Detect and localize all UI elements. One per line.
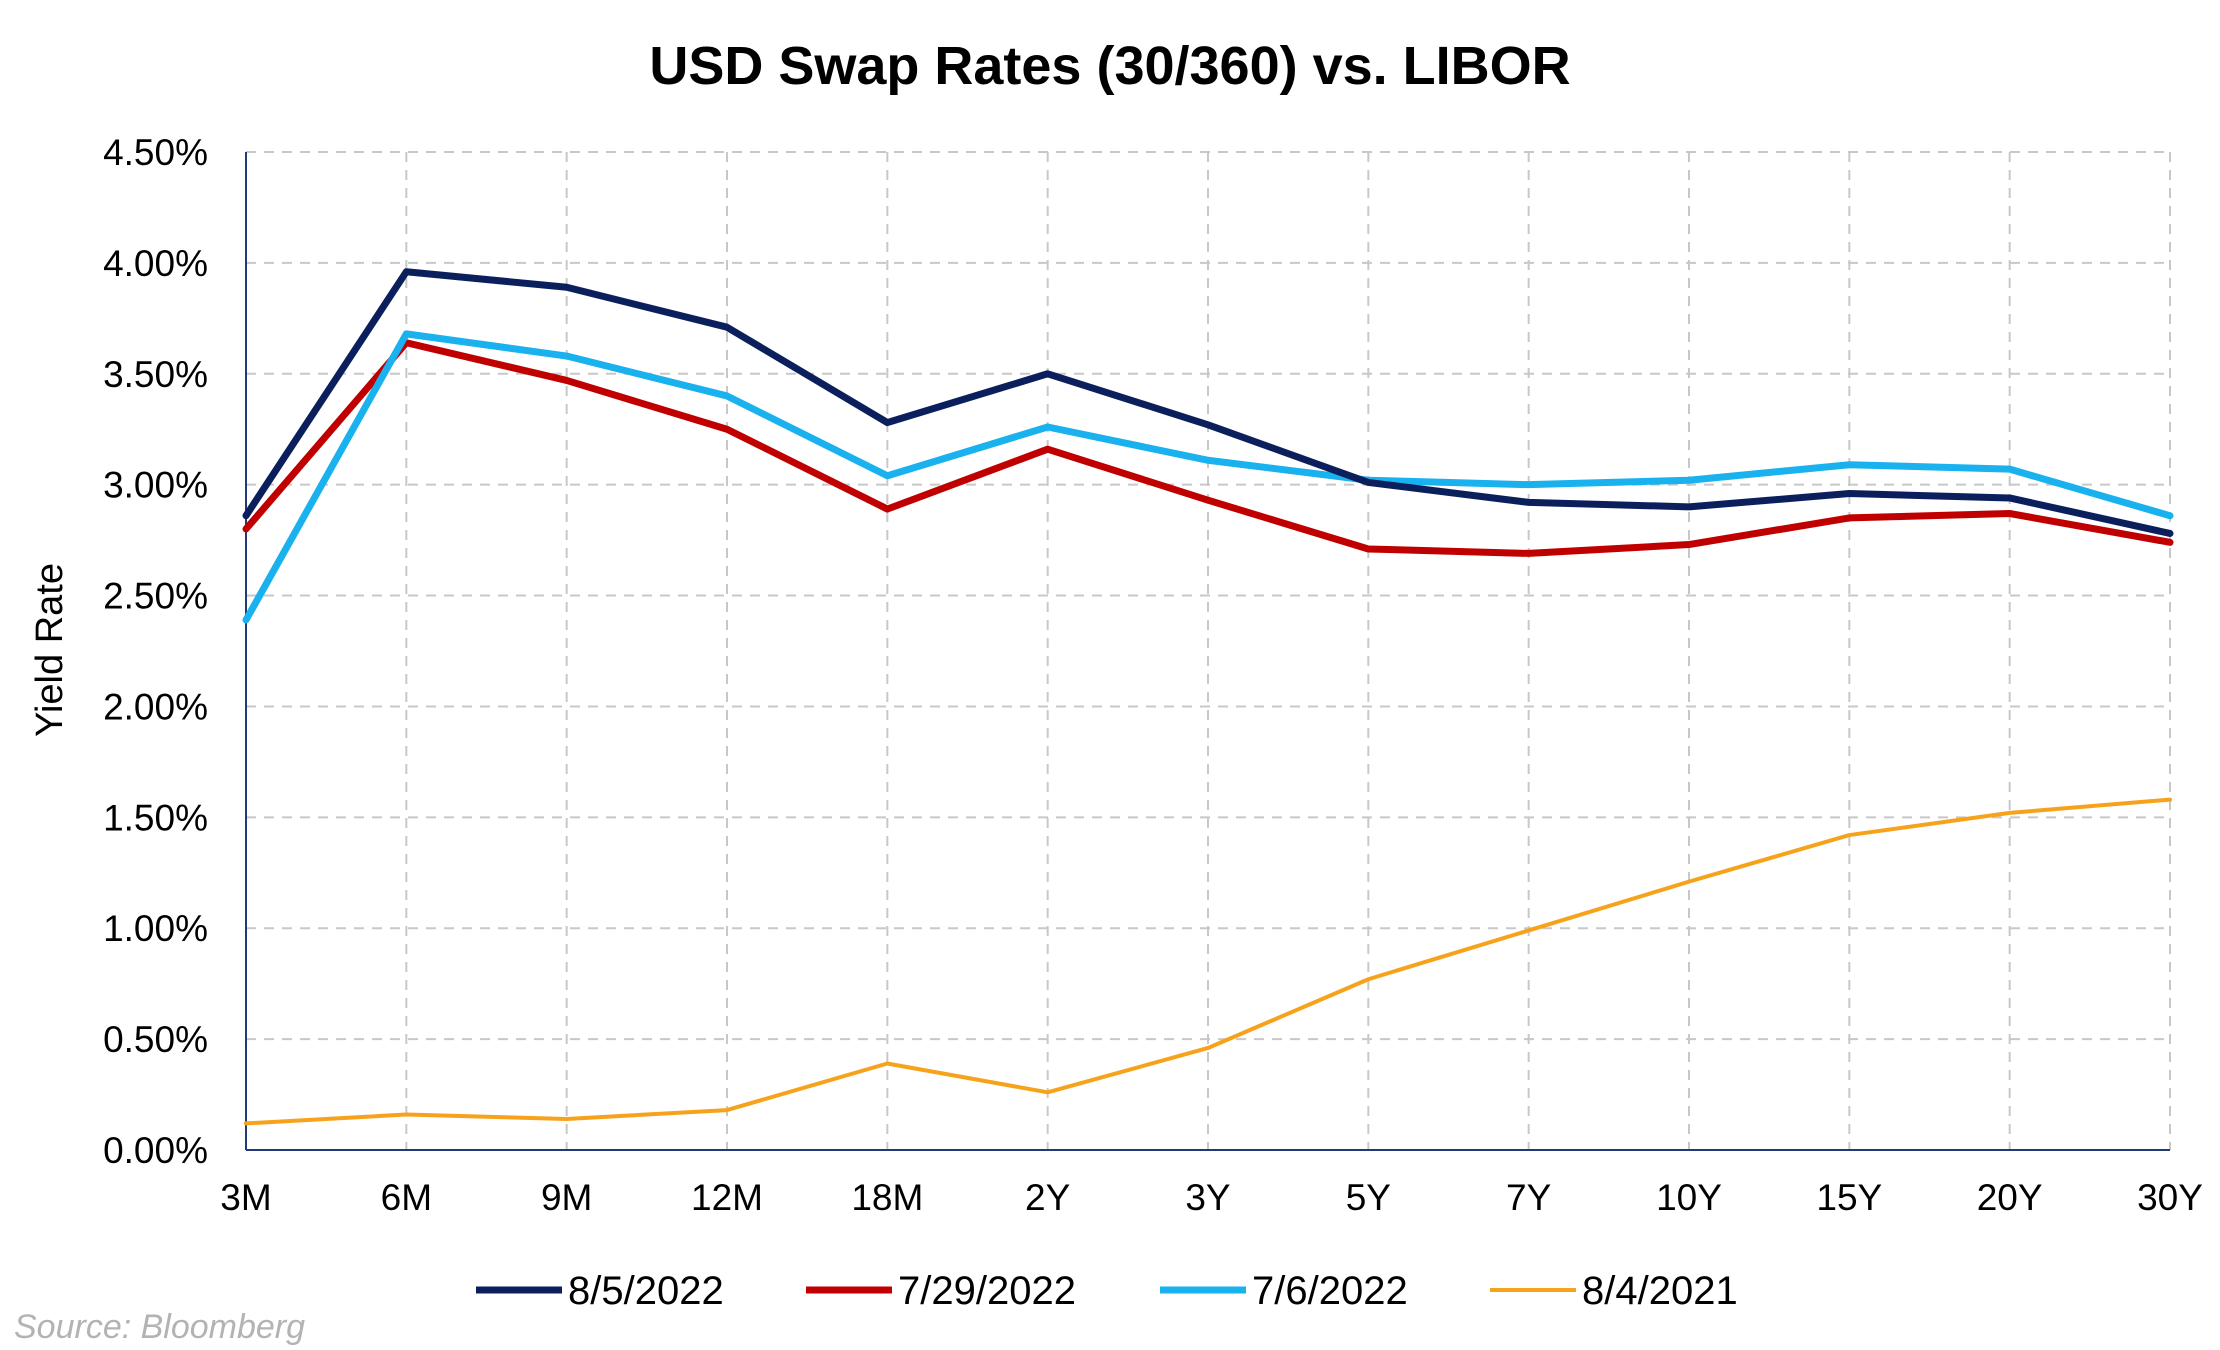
legend-label: 7/29/2022 xyxy=(898,1269,1076,1313)
y-tick-label: 0.50% xyxy=(103,1019,208,1060)
series-line-3 xyxy=(242,330,2174,624)
x-tick-label: 3M xyxy=(220,1177,271,1218)
gridlines xyxy=(246,151,2171,1150)
source-note: Source: Bloomberg xyxy=(14,1308,305,1346)
x-tick-label: 12M xyxy=(691,1177,763,1218)
x-tick-label: 18M xyxy=(851,1177,923,1218)
x-tick-label: 2Y xyxy=(1025,1177,1070,1218)
y-tick-labels: 0.00% 0.50% 1.00% 1.50% 2.00% 2.50% 3.00% 3.50%… xyxy=(103,132,208,1171)
legend-label: 8/5/2022 xyxy=(568,1269,724,1313)
x-tick-label: 30Y xyxy=(2137,1177,2203,1218)
y-tick-label: 3.50% xyxy=(103,354,208,395)
series-lines xyxy=(242,268,2174,1126)
x-tick-labels: 3M 6M 9M 12M 18M 2Y 3Y 5Y 7Y 10Y 15Y 20Y 30Y xyxy=(220,1177,2203,1218)
x-tick-label: 9M xyxy=(541,1177,592,1218)
x-tick-label: 5Y xyxy=(1346,1177,1391,1218)
y-tick-label: 3.00% xyxy=(103,465,208,506)
series-line-2 xyxy=(242,339,2174,557)
axes xyxy=(245,152,2170,1151)
x-tick-label: 3Y xyxy=(1185,1177,1230,1218)
series-line-1 xyxy=(242,268,2174,537)
y-tick-label: 1.00% xyxy=(103,908,208,949)
x-tick-label: 7Y xyxy=(1506,1177,1551,1218)
y-tick-label: 2.50% xyxy=(103,576,208,617)
x-tick-label: 6M xyxy=(381,1177,432,1218)
x-tick-label: 10Y xyxy=(1656,1177,1722,1218)
chart-title: USD Swap Rates (30/360) vs. LIBOR xyxy=(649,36,1570,96)
y-tick-label: 4.00% xyxy=(103,243,208,284)
series-line-4 xyxy=(244,797,2172,1126)
y-tick-label: 4.50% xyxy=(103,132,208,173)
legend-label: 8/4/2021 xyxy=(1582,1269,1738,1313)
legend-label: 7/6/2022 xyxy=(1252,1269,1408,1313)
y-tick-label: 0.00% xyxy=(103,1130,208,1171)
y-tick-label: 2.00% xyxy=(103,686,208,727)
y-tick-label: 1.50% xyxy=(103,797,208,838)
y-axis-label: Yield Rate xyxy=(29,563,71,737)
x-tick-label: 15Y xyxy=(1816,1177,1882,1218)
x-tick-label: 20Y xyxy=(1977,1177,2043,1218)
legend: 8/5/2022 7/29/2022 7/6/2022 8/4/2021 xyxy=(476,1269,1738,1313)
